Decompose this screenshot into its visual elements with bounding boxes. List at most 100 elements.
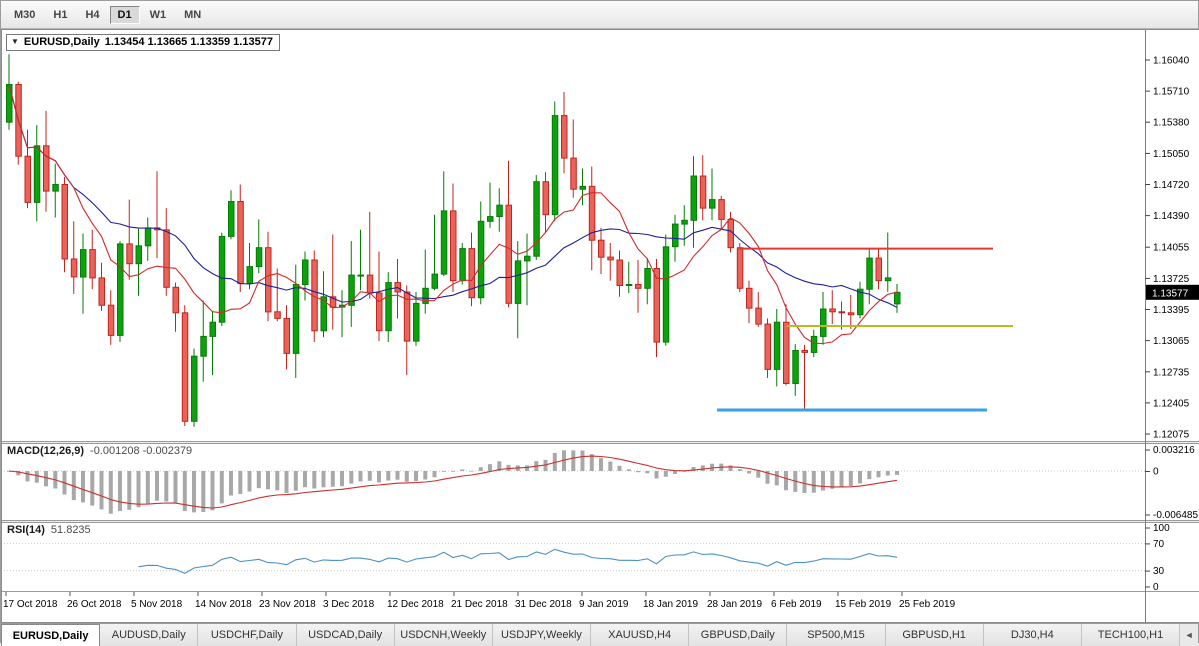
macd-name: MACD(12,26,9) — [7, 445, 84, 457]
macd-histogram-bar — [812, 471, 816, 493]
macd-histogram-bar — [470, 471, 474, 472]
macd-histogram-bar — [155, 471, 159, 501]
candle-body — [34, 146, 40, 203]
candle-body — [784, 322, 790, 383]
candle-body — [811, 336, 817, 352]
macd-histogram-bar — [359, 471, 363, 482]
candle-body — [108, 305, 114, 335]
macd-histogram-bar — [673, 471, 677, 474]
price-tick-label: 1.13395 — [1153, 305, 1190, 316]
timeframe-button-w1[interactable]: W1 — [142, 6, 175, 24]
macd-histogram-bar — [44, 471, 48, 486]
candle-body — [497, 205, 503, 216]
candle-body — [25, 156, 31, 202]
symbol-label: EURUSD,Daily — [24, 36, 100, 48]
candle-body — [44, 146, 50, 191]
chart-background — [1, 29, 1199, 623]
macd-histogram-bar — [627, 469, 631, 471]
date-tick-label: 3 Dec 2018 — [323, 599, 375, 610]
price-tick-label: 1.15050 — [1153, 149, 1190, 160]
macd-histogram-bar — [285, 471, 289, 493]
rsi-axis-label: 0 — [1153, 582, 1159, 593]
macd-histogram-bar — [608, 462, 612, 472]
macd-histogram-bar — [451, 471, 455, 472]
candle-body — [90, 250, 96, 278]
price-tick-label: 1.12405 — [1153, 398, 1190, 409]
one-click-trading-toggle-icon[interactable]: ▼ — [11, 38, 19, 46]
macd-histogram-bar — [257, 471, 261, 488]
date-tick-label: 14 Nov 2018 — [195, 599, 252, 610]
candle-body — [145, 228, 151, 246]
timeframe-button-h1[interactable]: H1 — [45, 6, 75, 24]
macd-histogram-bar — [886, 471, 890, 476]
macd-histogram-bar — [442, 471, 446, 472]
date-tick-label: 15 Feb 2019 — [835, 599, 892, 610]
candle-body — [691, 176, 697, 220]
candle-body — [460, 249, 466, 281]
macd-histogram-bar — [571, 450, 575, 471]
macd-histogram-bar — [201, 471, 205, 512]
candle-body — [62, 185, 68, 260]
timeframe-button-d1[interactable]: D1 — [110, 6, 140, 24]
candle-body — [543, 182, 549, 215]
candle-body — [756, 308, 762, 324]
macd-histogram-bar — [174, 471, 178, 503]
macd-histogram-bar — [322, 471, 326, 487]
macd-histogram-bar — [830, 471, 834, 489]
candle-body — [451, 211, 457, 281]
macd-histogram-bar — [636, 471, 640, 472]
macd-histogram-bar — [729, 465, 733, 471]
candle-body — [441, 211, 447, 274]
macd-histogram-bar — [867, 471, 871, 479]
macd-histogram-bar — [405, 471, 409, 482]
date-tick-label: 28 Jan 2019 — [707, 599, 762, 610]
date-tick-label: 9 Jan 2019 — [579, 599, 629, 610]
macd-histogram-bar — [701, 465, 705, 471]
candle-body — [367, 275, 373, 293]
rsi-name: RSI(14) — [7, 524, 45, 536]
candle-body — [266, 248, 272, 312]
candle-body — [432, 274, 438, 288]
price-tick-label: 1.13725 — [1153, 274, 1190, 285]
candle-body — [284, 319, 290, 354]
candle-body — [219, 236, 225, 322]
timeframe-button-mn[interactable]: MN — [176, 6, 209, 24]
timeframe-button-h4[interactable]: H4 — [77, 6, 107, 24]
candle-body — [700, 176, 706, 208]
candle-body — [164, 230, 170, 287]
macd-histogram-bar — [248, 471, 252, 492]
date-tick-label: 6 Feb 2019 — [771, 599, 822, 610]
rsi-value: 51.8235 — [51, 524, 91, 536]
candle-body — [765, 324, 771, 369]
macd-histogram-bar — [368, 471, 372, 481]
price-chart-canvas[interactable]: 1.160401.157101.153801.150501.147201.143… — [1, 29, 1199, 623]
candle-body — [876, 258, 882, 281]
candle-body — [238, 202, 244, 284]
rsi-axis-label: 30 — [1153, 566, 1165, 577]
price-tick-label: 1.16040 — [1153, 56, 1190, 67]
macd-values: -0.001208 -0.002379 — [90, 445, 192, 457]
date-tick-label: 26 Oct 2018 — [67, 599, 122, 610]
macd-histogram-bar — [386, 471, 390, 481]
rsi-axis-label: 70 — [1153, 539, 1165, 550]
candle-body — [71, 259, 77, 277]
price-tick-label: 1.14720 — [1153, 180, 1190, 191]
date-tick-label: 31 Dec 2018 — [515, 599, 572, 610]
symbol-info-box: ▼ EURUSD,Daily 1.13454 1.13665 1.13359 1… — [6, 34, 280, 51]
macd-histogram-bar — [220, 471, 224, 503]
macd-histogram-bar — [645, 471, 649, 473]
candle-body — [201, 336, 207, 356]
timeframe-button-m30[interactable]: M30 — [6, 6, 43, 24]
candle-body — [488, 217, 494, 222]
candle-body — [737, 248, 743, 289]
macd-histogram-bar — [211, 471, 215, 510]
macd-histogram-bar — [840, 471, 844, 487]
candle-body — [136, 246, 142, 264]
price-tick-label: 1.14055 — [1153, 243, 1190, 254]
macd-histogram-bar — [775, 471, 779, 485]
macd-histogram-bar — [599, 458, 603, 471]
macd-histogram-bar — [377, 471, 381, 482]
ohlc-values: 1.13454 1.13665 1.13359 1.13577 — [105, 36, 273, 48]
